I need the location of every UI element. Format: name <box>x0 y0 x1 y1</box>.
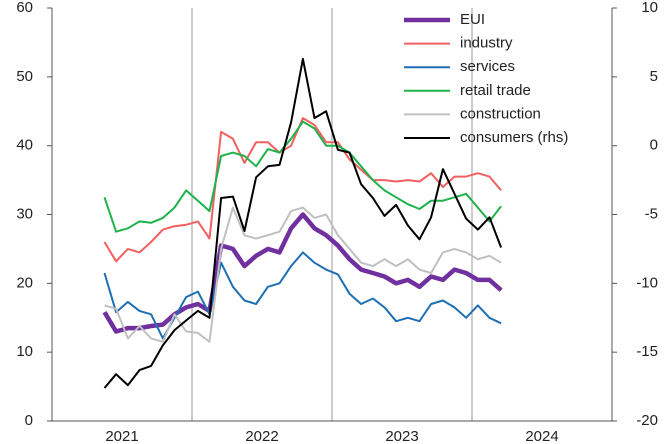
legend-label: industry <box>460 35 513 52</box>
y-tick-label: 30 <box>16 205 33 222</box>
x-tick-label: 2022 <box>245 428 278 444</box>
y-tick-label: 20 <box>16 274 33 291</box>
y-tick-label: 40 <box>16 137 33 154</box>
series-line <box>104 206 502 343</box>
legend-label: services <box>460 58 515 75</box>
legend-label: construction <box>460 105 541 122</box>
y-tick-label: 0 <box>25 412 33 429</box>
y2-tick-label: -10 <box>636 274 658 291</box>
y2-tick-label: 10 <box>641 0 658 16</box>
legend-label: consumers (rhs) <box>460 129 568 146</box>
y2-tick-label: -20 <box>636 412 658 429</box>
y-tick-label: 10 <box>16 343 33 360</box>
y-tick-label: 60 <box>16 0 33 16</box>
legend-label: EUI <box>460 11 485 28</box>
x-tick-label: 2023 <box>385 428 418 444</box>
series-line <box>102 212 503 334</box>
y2-tick-label: -5 <box>645 205 658 222</box>
y-tick-label: 50 <box>16 68 33 85</box>
y2-tick-label: 5 <box>650 68 658 85</box>
series-line <box>103 117 502 263</box>
y2-tick-label: 0 <box>650 137 658 154</box>
x-tick-label: 2021 <box>105 428 138 444</box>
y2-tick-label: -15 <box>636 343 658 360</box>
legend-label: retail trade <box>460 82 531 99</box>
x-tick-label: 2024 <box>525 428 558 444</box>
series-line <box>103 57 503 389</box>
